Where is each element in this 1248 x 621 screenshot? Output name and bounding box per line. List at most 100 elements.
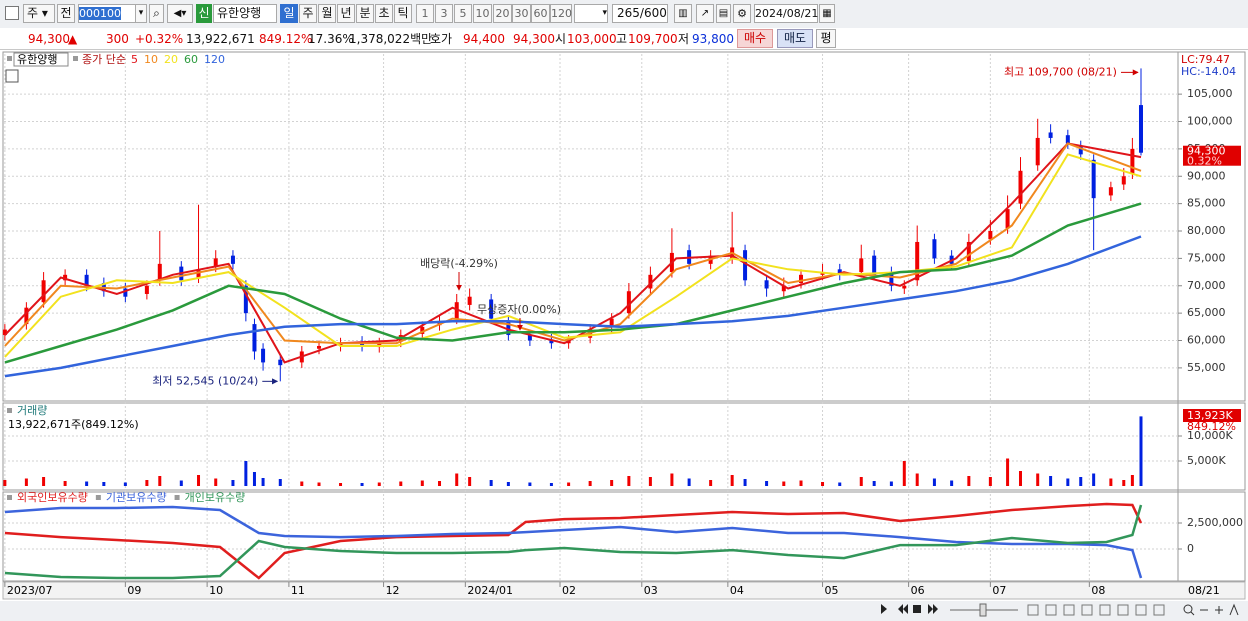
interval-button[interactable]: 5 [454, 4, 472, 23]
sell-button[interactable]: 매도 [777, 29, 813, 48]
x-tick-label: 02 [562, 584, 576, 597]
period-button[interactable]: 일 [280, 4, 298, 23]
interval-button[interactable]: 30 [512, 4, 531, 23]
settings-button[interactable]: ⚙ [733, 4, 751, 23]
volume-bar [1092, 473, 1096, 486]
candle-body [24, 307, 29, 325]
x-tick-label: 03 [644, 584, 658, 597]
candle-body [1130, 148, 1135, 174]
volume-bar [1139, 416, 1143, 486]
zoom-icons[interactable] [1183, 603, 1239, 616]
rewind-button[interactable] [898, 604, 908, 614]
high-annotation: 최고 109,700 (08/21) [1004, 65, 1117, 78]
period-button[interactable]: 초 [375, 4, 393, 23]
y-tick-label: 75,000 [1187, 251, 1226, 264]
grid-toggle[interactable] [5, 69, 19, 83]
volume-bar [588, 481, 592, 486]
volume-bar [1130, 475, 1134, 486]
period-button[interactable]: 년 [337, 4, 355, 23]
candle-body [63, 274, 68, 281]
forward-button[interactable] [928, 604, 938, 614]
volume-bar [902, 461, 906, 486]
volume-panel [2, 402, 1246, 491]
volume-bar [730, 475, 734, 486]
candle-body [338, 343, 343, 346]
volume-bar [799, 480, 803, 486]
volume-bar [967, 476, 971, 486]
buy-button[interactable]: 매수 [737, 29, 773, 48]
candle-body [489, 299, 494, 319]
date-input[interactable]: 2024/08/21 [754, 4, 818, 23]
candle-body [889, 272, 894, 286]
volume-bar [610, 480, 614, 486]
change: 300 [106, 32, 129, 46]
legend-marker [95, 495, 101, 500]
volume-bar [468, 477, 472, 486]
menu-icon[interactable] [5, 6, 19, 20]
count: 265 [617, 6, 640, 20]
x-tick-label: 05 [825, 584, 839, 597]
volume-bar [438, 481, 442, 486]
y-tick-label: 105,000 [1187, 87, 1233, 100]
interval-button[interactable]: 120 [550, 4, 572, 23]
volume-bar [489, 480, 493, 486]
candle-body [837, 269, 842, 275]
tool-icons[interactable] [1027, 604, 1165, 616]
sound-button[interactable]: ◀▾ [167, 4, 193, 23]
volume-bar [214, 478, 218, 486]
period-button[interactable]: 주 [299, 4, 317, 23]
code-input[interactable]: 000100 [78, 4, 136, 23]
volume-tag-label: 13,923K [1187, 409, 1233, 422]
custom-interval[interactable]: ▾ [574, 4, 608, 23]
tool-button[interactable]: ↗ [696, 4, 714, 23]
interval-button[interactable]: 1 [416, 4, 434, 23]
badge: 신 [196, 4, 212, 23]
candle-body [144, 285, 149, 294]
candle-body [988, 231, 993, 240]
candle-body [764, 280, 769, 289]
candle-body [1091, 159, 1096, 199]
interval-button[interactable]: 10 [473, 4, 492, 23]
count-input[interactable]: 265/600 [612, 4, 668, 23]
volume-bar [528, 482, 532, 486]
interval-button[interactable]: 3 [435, 4, 453, 23]
calendar-button[interactable]: ▦ [819, 4, 835, 23]
volume-bar [549, 483, 553, 486]
candle-body [872, 255, 877, 275]
volume-bar [339, 483, 343, 486]
volume-bar [1036, 473, 1040, 486]
candle-body [317, 345, 322, 349]
period-button[interactable]: 월 [318, 4, 336, 23]
legend-marker [73, 56, 78, 61]
zoom-thumb[interactable] [979, 603, 987, 617]
candle-body [859, 258, 864, 273]
period-button[interactable]: 틱 [394, 4, 412, 23]
market-select[interactable]: 주 ▾ [23, 4, 55, 23]
volume-bar [567, 482, 571, 486]
open-label: 시 [555, 32, 567, 46]
x-tick-label: 07 [992, 584, 1006, 597]
ma-line [4, 153, 1142, 358]
search-button[interactable]: ⌕ [149, 4, 164, 23]
volume-bar [179, 480, 183, 486]
legend-entry: 5 [131, 53, 138, 66]
period-button[interactable]: 분 [356, 4, 374, 23]
interval-button[interactable]: 20 [493, 4, 512, 23]
avg-button[interactable]: 평 [816, 29, 836, 48]
volume-bar [399, 481, 403, 486]
play-button[interactable] [881, 604, 887, 614]
x-tick-label: 08 [1091, 584, 1105, 597]
save-button[interactable]: ▤ [716, 4, 731, 23]
interval-button[interactable]: 60 [531, 4, 550, 23]
volume-bar [317, 482, 321, 486]
prev-button[interactable]: 전 [57, 4, 75, 23]
chart-type-button[interactable]: ▥ [674, 4, 692, 23]
code-dropdown[interactable]: ▾ [135, 4, 147, 23]
volume-bar [24, 478, 28, 486]
bid: 94,300 [513, 32, 555, 46]
volume-bar [278, 479, 282, 486]
volume-bar [3, 480, 7, 486]
stop-button[interactable] [913, 605, 921, 613]
